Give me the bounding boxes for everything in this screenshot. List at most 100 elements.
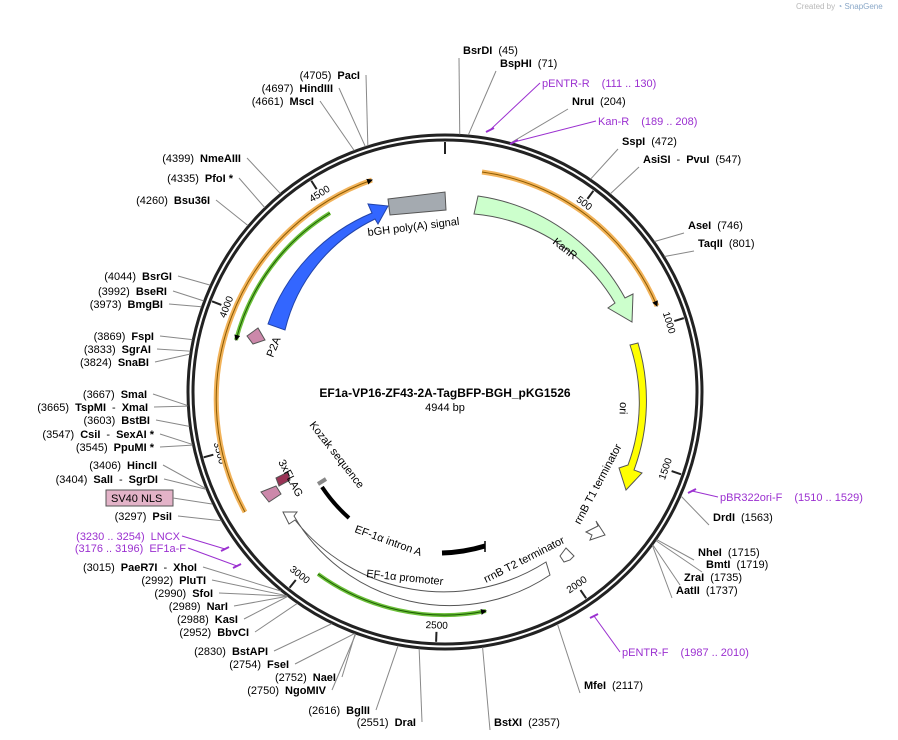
restriction-site-bstxi[interactable]: BstXI (2357) [494,717,560,729]
site-leader-line [246,157,281,194]
primer-mark [485,127,495,133]
restriction-site-bbvci[interactable]: (2952) BbvCI [179,627,249,639]
restriction-site-bsrgi[interactable]: (4044) BsrGI [104,271,172,283]
site-leader-line [375,645,399,711]
primer-annotations: pENTR-R (111 .. 130) Kan-R (189 .. 208) pBR3… [75,78,863,659]
site-position: (2551) [357,717,389,729]
kanr-arrow [473,195,634,323]
p2a-label: P2A [265,335,284,359]
restriction-site-nari[interactable]: (2989) NarI [169,601,228,613]
restriction-site-sali[interactable]: (3404) SalI - SgrDI [56,474,158,486]
site-position: - [106,429,110,441]
site-name: PvuI [686,154,709,166]
restriction-site-bsrdi[interactable]: BsrDI (45) [463,45,518,57]
restriction-site-bmgbi[interactable]: (3973) BmgBI [90,299,163,311]
primer-name: pENTR-R [542,78,590,90]
restriction-site-bglii[interactable]: (2616) BglII [308,705,370,717]
primer-pentrf[interactable]: pENTR-F (1987 .. 2010) [622,647,749,659]
restriction-site-nmeaiii[interactable]: (4399) NmeAIII [162,153,241,165]
restriction-site-asisi[interactable]: AsiSI - PvuI (547) [643,154,741,166]
primer-range: (3230 .. 3254) [76,531,145,543]
restriction-site-paci[interactable]: (4705) PacI [300,70,360,82]
site-name: TaqII [698,238,723,250]
snapgene-logo-icon: ◔ [837,2,843,11]
site-position: (3973) [90,299,122,311]
restriction-site-nrui[interactable]: NruI (204) [572,96,626,108]
site-position: (2992) [141,575,173,587]
restriction-site-drdi[interactable]: DrdI (1563) [713,512,773,524]
restriction-site-sgrai[interactable]: (3833) SgrAI [84,344,151,356]
site-position: (3404) [56,474,88,486]
site-position: - [677,154,681,166]
tick-label: 2000 [565,574,590,596]
restriction-site-psii[interactable]: (3297) PsiI [115,511,172,523]
restriction-site-tspmi[interactable]: (3665) TspMI - XmaI [37,402,148,414]
restriction-site-sfoi[interactable]: (2990) SfoI [154,588,213,600]
primer-kanr[interactable]: Kan-R (189 .. 208) [598,116,697,128]
feature-arcs [213,169,660,618]
site-position: (2754) [229,659,261,671]
restriction-site-hincii[interactable]: (3406) HincII [89,460,157,472]
primer-ef1af[interactable]: (3176 .. 3196) EF1a-F [75,543,186,555]
site-name: PsiI [152,511,172,523]
primer-lncx[interactable]: (3230 .. 3254) LNCX [76,531,181,543]
restriction-site-hindiii[interactable]: (4697) HindIII [262,83,333,95]
restriction-site-asei[interactable]: AseI (746) [688,220,743,232]
restriction-site-mfei[interactable]: MfeI (2117) [584,680,643,692]
restriction-site-zrai[interactable]: ZraI (1735) [684,572,742,584]
restriction-site-drai[interactable]: (2551) DraI [357,717,416,729]
restriction-site-pfoi[interactable]: (4335) PfoI * [167,173,234,185]
primer-mark [232,563,242,569]
restriction-site-ngomiv[interactable]: (2750) NgoMIV [247,685,326,697]
site-name: SgrAI [122,344,151,356]
site-leader-line [467,70,497,136]
site-position: (746) [717,220,743,232]
site-position: (2990) [154,588,186,600]
site-position: (4335) [167,173,199,185]
restriction-site-snabi[interactable]: (3824) SnaBI [80,357,149,369]
site-position: (472) [651,136,677,148]
restriction-site-kasi[interactable]: (2988) KasI [177,614,238,626]
restriction-site-taqii[interactable]: TaqII (801) [698,238,755,250]
site-name: BstAPI [232,646,268,658]
sv40-nls-feature: SV40 NLS [105,489,213,507]
restriction-site-bsu36i[interactable]: (4260) Bsu36I [136,195,210,207]
rrnb-t2-arrow [559,547,575,563]
restriction-site-pluti[interactable]: (2992) PluTI [141,575,206,587]
primer-leader-line [489,82,541,131]
restriction-site-aatii[interactable]: AatII (1737) [676,585,738,597]
site-name: AseI [688,220,711,232]
tick-mark [671,470,682,476]
restriction-site-smai[interactable]: (3667) SmaI [83,389,147,401]
kozak-label: Kozak sequence [307,419,367,490]
rrnb-t1-arrow [584,520,606,541]
tagbfp-arrow [267,203,389,331]
primer-pentrr[interactable]: pENTR-R (111 .. 130) [542,78,656,90]
restriction-site-naei[interactable]: (2752) NaeI [275,672,336,684]
restriction-site-nhei[interactable]: NheI (1715) [698,547,760,559]
site-name: SgrDI [129,474,158,486]
ef1a-intron-a-line [441,543,486,556]
restriction-site-labels: BsrDI (45)BspHI (71) NruI (204) SspI (472) AsiS… [37,45,773,729]
site-leader-line [177,275,211,286]
restriction-site-fspi[interactable]: (3869) FspI [94,331,154,343]
site-name: NarI [207,601,228,613]
restriction-site-ppumi[interactable]: (3545) PpuMI * [76,442,155,454]
site-leader-line [233,595,288,607]
restriction-site-bstapi[interactable]: (2830) BstAPI [194,646,268,658]
kozak-line [320,485,351,520]
site-name: PacI [337,70,360,82]
restriction-site-fsei[interactable]: (2754) FseI [229,659,289,671]
restriction-site-sspi[interactable]: SspI (472) [622,136,677,148]
restriction-site-bsphi[interactable]: BspHI (71) [500,58,557,70]
site-name: SexAI * [116,429,155,441]
restriction-site-paer7i[interactable]: (3015) PaeR7I - XhoI [83,562,197,574]
primer-pbr322orif[interactable]: pBR322ori-F (1510 .. 1529) [720,492,863,504]
site-leader-line [162,464,207,490]
restriction-site-msci[interactable]: (4661) MscI [252,96,314,108]
restriction-site-bmti[interactable]: BmtI (1719) [706,559,768,571]
restriction-site-bstbi[interactable]: (3603) BstBI [83,415,150,427]
restriction-site-bseri[interactable]: (3992) BseRI [98,286,167,298]
restriction-site-csii[interactable]: (3547) CsiI - SexAI * [42,429,154,441]
primer-range: (1987 .. 2010) [680,647,749,659]
